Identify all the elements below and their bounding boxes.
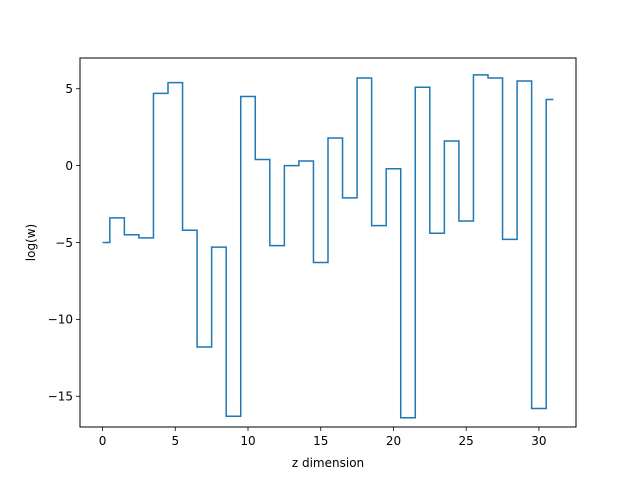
y-axis-ticks: −15 −10 −5 0 5 (48, 82, 80, 404)
x-axis-label: z dimension (292, 456, 364, 470)
series-layer (102, 74, 554, 419)
y-tick-label: −5 (55, 236, 73, 250)
y-tick-label: 0 (65, 159, 73, 173)
x-tick-label: 15 (313, 434, 328, 448)
x-tick-label: 25 (459, 434, 474, 448)
x-tick-label: 30 (531, 434, 546, 448)
y-tick-label: −10 (48, 313, 73, 327)
x-tick-label: 10 (240, 434, 255, 448)
y-tick-label: −15 (48, 390, 73, 404)
y-axis-label: log(w) (24, 224, 38, 261)
x-tick-label: 0 (99, 434, 107, 448)
y-tick-label: 5 (65, 82, 73, 96)
x-tick-label: 5 (171, 434, 179, 448)
x-tick-label: 20 (386, 434, 401, 448)
series-line-0 (102, 74, 554, 419)
x-axis-ticks: 0 5 10 15 20 25 30 (99, 427, 547, 448)
